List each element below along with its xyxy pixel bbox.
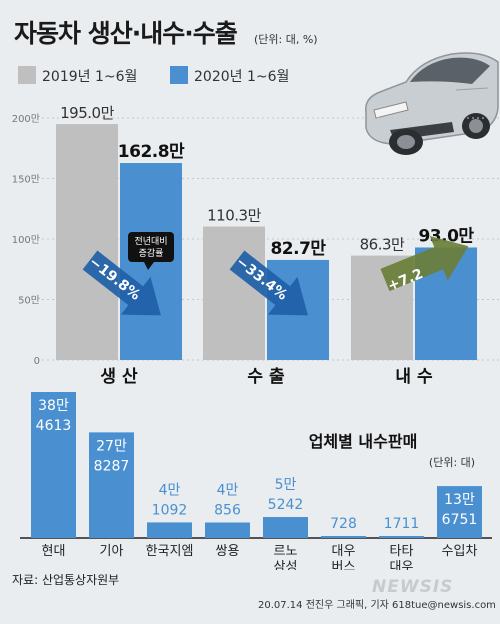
company-label: 기아 <box>100 544 124 559</box>
company-value-label: 5242 <box>268 497 304 513</box>
company-bar <box>31 392 76 538</box>
company-label: 버스 <box>332 560 356 570</box>
source-note: 자료: 산업통상자원부 <box>12 573 120 587</box>
bar-2019 <box>203 226 265 360</box>
bar-2019 <box>56 124 118 360</box>
category-label: 내 수 <box>395 367 433 387</box>
company-value-label: 1092 <box>152 502 188 518</box>
bottom-chart-title: 업체별 내수판매 <box>309 432 418 451</box>
company-bar <box>263 517 308 538</box>
credit-line: 20.07.14 전진우 그래픽, 기자 618tue@newsis.com <box>258 600 496 611</box>
company-bar <box>147 522 192 538</box>
company-value-label: 4만 <box>159 482 181 498</box>
company-bar <box>437 486 482 538</box>
change-arrow <box>82 250 161 316</box>
company-bar <box>205 522 250 538</box>
company-value-label: 38만 <box>38 398 69 414</box>
value-label-2020: 82.7만 <box>270 239 326 259</box>
watermark: NEWSIS <box>372 577 454 597</box>
company-value-label: 4만 <box>217 482 239 498</box>
company-value-label: 13만 <box>444 492 475 508</box>
company-value-label: 27만 <box>96 438 127 454</box>
domestic-sales-chart: 업체별 내수판매 (단위: 대) 38만 4613 현대 27만 8287 기아 4만 1092 한… <box>20 392 492 570</box>
company-label: 수입차 <box>442 544 478 559</box>
legend-swatch-2019 <box>18 66 36 84</box>
annotation-line-1: 전년대비 <box>134 236 167 247</box>
company-label: 현대 <box>42 544 66 559</box>
company-label: 대우 <box>332 544 356 559</box>
company-label: 삼성 <box>274 560 298 570</box>
company-label: 르노 <box>274 544 298 559</box>
company-label: 타타 <box>390 544 414 559</box>
category-label: 생 산 <box>100 367 138 387</box>
value-label-2019: 86.3만 <box>360 236 405 254</box>
value-label-2019: 110.3만 <box>207 207 261 225</box>
company-bar <box>379 536 424 538</box>
y-tick-label: 200만 <box>12 113 40 125</box>
category-label: 수 출 <box>247 367 285 387</box>
y-tick-label: 100만 <box>12 234 40 246</box>
legend-label-2020: 2020년 1~6월 <box>194 69 290 85</box>
y-tick-label: 150만 <box>12 174 40 186</box>
y-tick-label: 50만 <box>18 295 40 307</box>
unit-label: (단위: 대, %) <box>254 33 318 46</box>
y-tick-label: 0 <box>34 356 40 367</box>
page-title: 자동차 생산·내수·수출 <box>14 19 238 48</box>
company-value-label: 4613 <box>36 418 72 434</box>
company-bar <box>321 536 366 538</box>
company-bar <box>89 432 134 538</box>
company-value-label: 1711 <box>384 516 420 532</box>
company-value-label: 8287 <box>94 458 130 474</box>
company-value-label: 5만 <box>275 477 297 493</box>
company-value-label: 856 <box>214 502 241 518</box>
change-arrow <box>380 236 469 292</box>
change-arrow <box>229 250 308 316</box>
company-value-label: 728 <box>330 516 357 532</box>
company-label: 대우 <box>390 560 414 570</box>
value-label-2019: 195.0만 <box>60 104 114 122</box>
car-icon <box>365 52 499 155</box>
annotation-line-2: 증감률 <box>139 247 164 259</box>
company-value-label: 6751 <box>442 512 478 528</box>
value-label-2020: 162.8만 <box>118 142 185 162</box>
company-label: 쌍용 <box>216 544 240 559</box>
legend-swatch-2020 <box>170 66 188 84</box>
bottom-chart-unit: (단위: 대) <box>429 456 475 469</box>
legend-label-2019: 2019년 1~6월 <box>42 69 138 85</box>
annotation-bubble <box>128 232 174 262</box>
company-label: 한국지엠 <box>146 544 194 559</box>
